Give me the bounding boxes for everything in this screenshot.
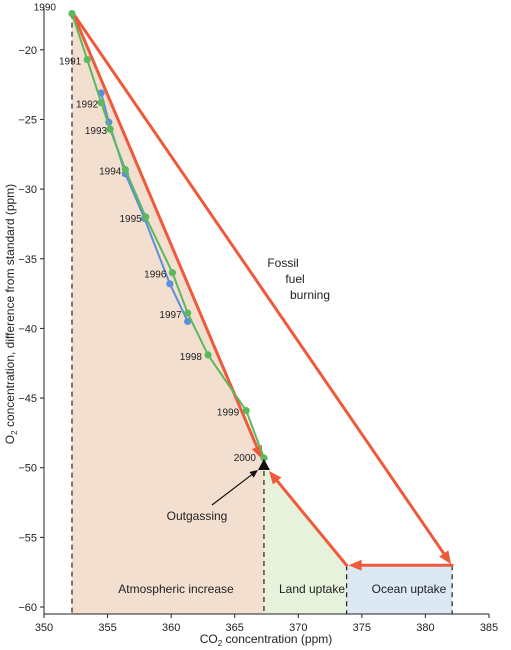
- year-label-1990: 1990: [34, 3, 57, 14]
- green-point-0: [68, 9, 76, 18]
- arrow-outgassing: [211, 469, 258, 506]
- x-tick-label-355: 355: [98, 622, 116, 634]
- y-axis-title: O2 concentration, difference from standa…: [3, 184, 19, 444]
- fossil-label-line1: Fossil: [267, 256, 298, 270]
- x-tick-label-360: 360: [162, 622, 180, 634]
- y-tick-label--55: −55: [18, 532, 37, 544]
- green-point-3: [106, 125, 114, 133]
- region-atmospheric-increase: [71, 13, 264, 615]
- x-tick-label-375: 375: [353, 622, 371, 634]
- x-tick-label-370: 370: [289, 622, 307, 634]
- guide-layer: [71, 13, 453, 614]
- x-tick-label-380: 380: [416, 622, 434, 634]
- series-layer: 1990 1991 1992 1993 1994 1995 1996 1997 1998 1999…: [34, 3, 270, 506]
- arrow-ocean-uptake: [348, 559, 454, 571]
- year-label-1996: 1996: [144, 270, 167, 281]
- region-label-atmospheric: Atmospheric increase: [118, 582, 234, 596]
- year-label-1998: 1998: [180, 352, 203, 363]
- x-tick-label-385: 385: [480, 622, 498, 634]
- green-point-2: [97, 99, 105, 107]
- x-tick-label-350: 350: [35, 622, 53, 634]
- series-line-blue: [100, 92, 189, 322]
- x-axis-title: CO2 concentration (ppm): [200, 632, 333, 648]
- blue-point-5: [184, 317, 192, 326]
- marker-2000-triangle: [257, 458, 270, 470]
- green-point-10: [260, 454, 268, 462]
- region-label-land: Land uptake: [279, 582, 345, 596]
- y-tick-label--50: −50: [18, 463, 37, 475]
- fossil-label-line3: burning: [290, 288, 330, 302]
- arrow-fossil-fuel: [72, 13, 452, 565]
- year-label-1991: 1991: [59, 57, 82, 68]
- y-tick-label--25: −25: [18, 114, 37, 126]
- green-point-7: [184, 309, 192, 317]
- y-tick-label--60: −60: [18, 602, 37, 614]
- arrow-layer: [72, 13, 454, 571]
- y-tick-label--40: −40: [18, 323, 37, 335]
- year-label-1995: 1995: [119, 214, 142, 225]
- year-label-2000: 2000: [234, 453, 257, 464]
- green-point-1: [83, 55, 91, 64]
- region-label-ocean: Ocean uptake: [372, 582, 447, 596]
- green-point-5: [142, 213, 150, 221]
- green-point-8: [204, 351, 212, 359]
- year-label-1997: 1997: [159, 310, 182, 321]
- year-label-1994: 1994: [99, 167, 122, 178]
- y-tick-label--20: −20: [18, 45, 37, 57]
- x-tick-label-365: 365: [226, 622, 244, 634]
- blue-point-4: [166, 280, 174, 288]
- green-point-6: [168, 269, 177, 277]
- y-tick-label--45: −45: [18, 393, 37, 405]
- region-ocean-uptake: [346, 565, 453, 614]
- green-point-9: [242, 407, 250, 415]
- y-tick-label--35: −35: [18, 254, 37, 266]
- y-tick-label--30: −30: [18, 184, 37, 196]
- arrow-land-uptake: [268, 470, 349, 567]
- fossil-label-line2: fuel: [285, 272, 304, 286]
- year-label-1999: 1999: [217, 408, 240, 419]
- axes: 350 355 360 365 370 375 380 385 −20 −25 −30 −35 −40 −…: [18, 8, 498, 634]
- green-point-4: [121, 166, 129, 174]
- region-layer: [71, 13, 453, 615]
- year-label-1993: 1993: [85, 126, 108, 137]
- outgassing-label: Outgassing: [167, 509, 228, 523]
- year-label-1992: 1992: [76, 100, 99, 111]
- region-land-uptake: [263, 464, 347, 614]
